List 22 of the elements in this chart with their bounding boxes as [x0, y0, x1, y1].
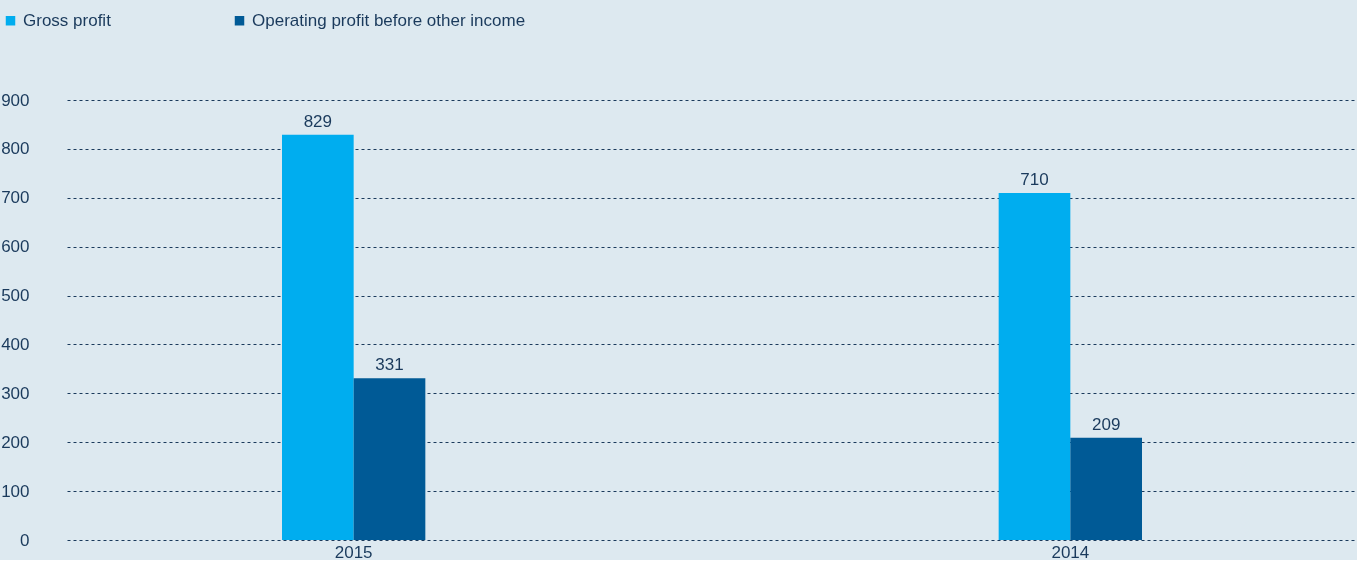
y-tick-label: 400: [1, 334, 30, 354]
data-label: 710: [1020, 169, 1049, 189]
bar: [353, 378, 426, 540]
y-tick-label: 0: [20, 530, 30, 550]
bar: [998, 192, 1071, 540]
y-tick-label: 600: [1, 237, 30, 257]
data-label: 209: [1091, 414, 1121, 434]
bar: [1070, 437, 1142, 540]
y-tick-label: 900: [1, 90, 30, 110]
y-tick-label: 200: [1, 432, 30, 452]
y-tick-label: 300: [1, 383, 30, 403]
x-tick-label: 2015: [334, 542, 373, 562]
y-tick-label: 500: [1, 286, 30, 306]
data-label: 331: [375, 355, 404, 375]
data-label: 829: [303, 111, 333, 131]
legend-label: Operating profit before other income: [252, 10, 526, 30]
x-tick-label: 2014: [1051, 542, 1090, 562]
y-tick-label: 800: [1, 139, 30, 159]
y-tick-label: 700: [1, 188, 30, 208]
legend-label: Gross profit: [23, 10, 112, 30]
y-tick-label: 100: [1, 481, 30, 501]
bar: [282, 134, 354, 540]
